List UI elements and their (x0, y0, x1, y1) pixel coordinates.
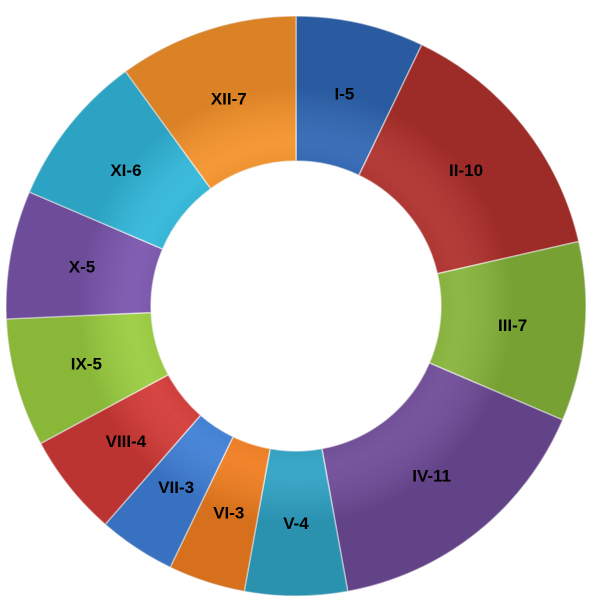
slice-label-iii: III-7 (498, 316, 527, 335)
slice-label-viii: VIII-4 (106, 432, 147, 451)
slice-label-i: I-5 (334, 84, 354, 103)
slice-label-iv: IV-11 (412, 467, 451, 486)
slice-label-x: X-5 (69, 258, 95, 277)
slice-label-xi: XI-6 (110, 161, 141, 180)
slice-label-vii: VII-3 (158, 478, 194, 497)
slice-label-ix: IX-5 (71, 354, 102, 373)
labels-layer: I-5 II-10 III-7 IV-11 V-4 VI-3 VII-3 VIII-4 IX-5… (69, 84, 528, 533)
slice-label-v: V-4 (283, 514, 309, 533)
slice-label-vi: VI-3 (213, 503, 244, 522)
slice-label-xii: XII-7 (211, 90, 247, 109)
slice-label-ii: II-10 (449, 161, 483, 180)
ring-shading (6, 16, 586, 596)
